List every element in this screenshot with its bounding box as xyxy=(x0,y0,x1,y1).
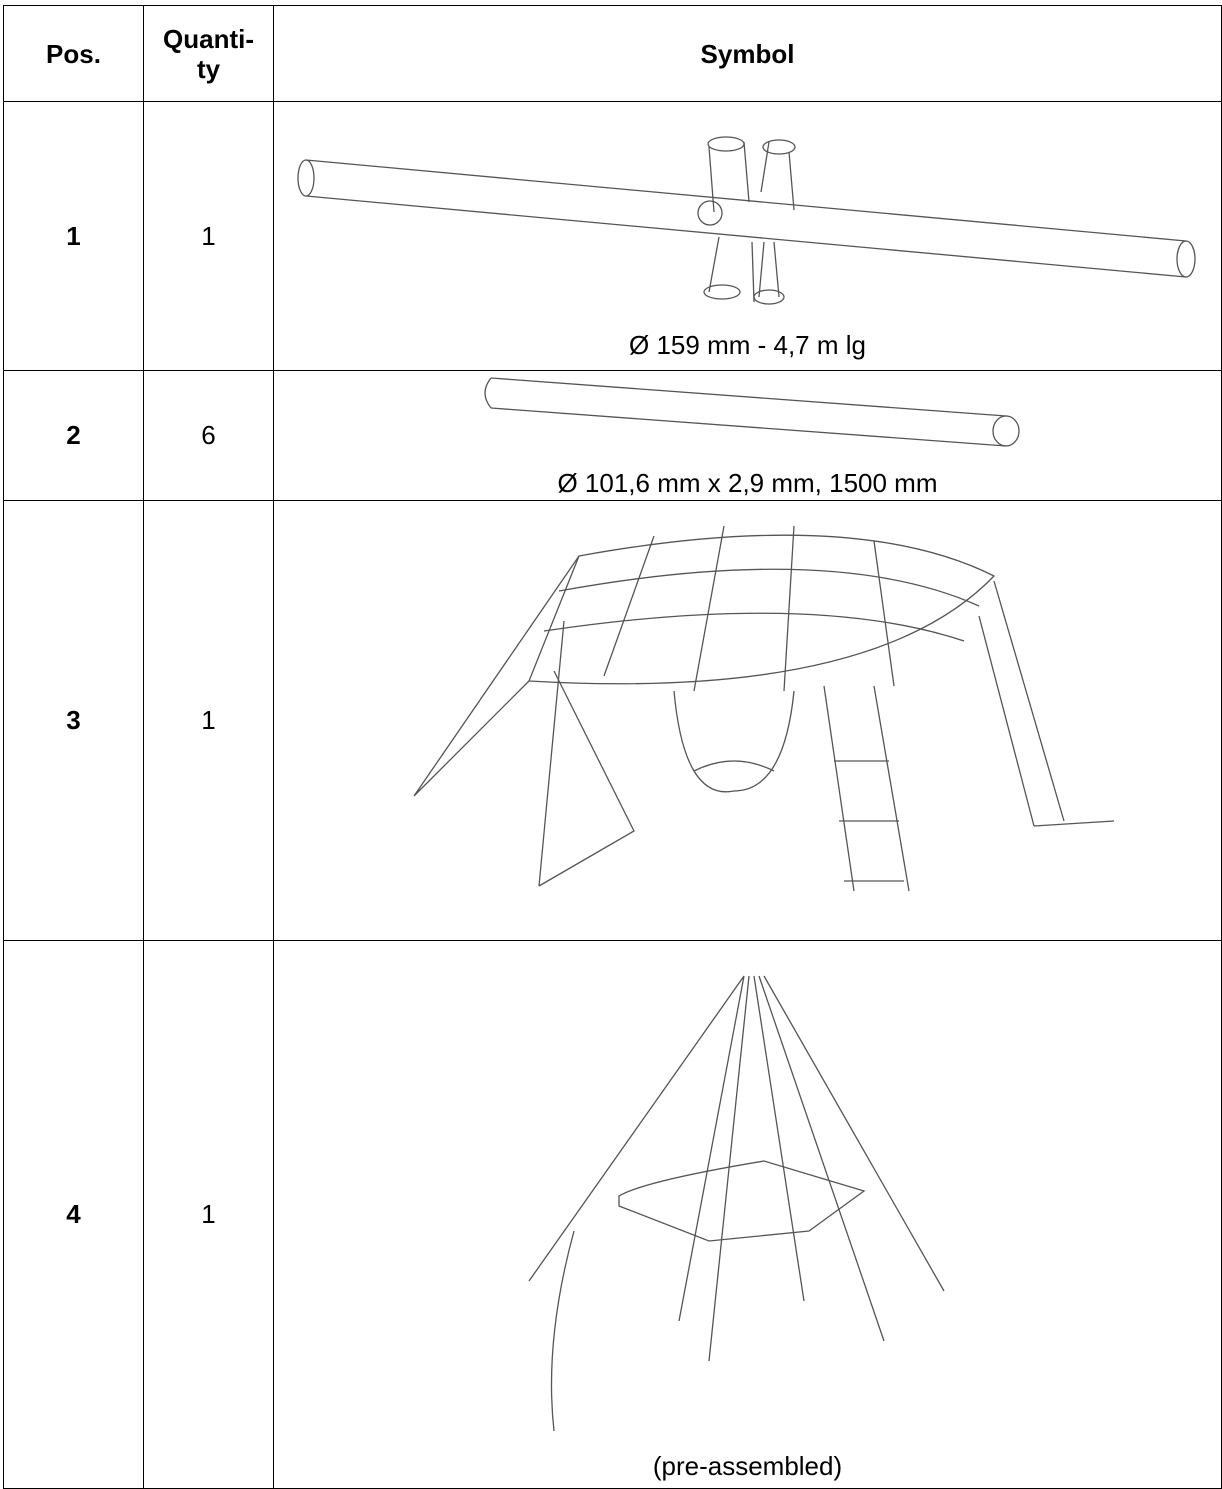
row: 4 1 (pre-assembled) xyxy=(3,940,1222,1489)
symbol-cell: Ø 101,6 mm x 2,9 mm, 1500 mm xyxy=(273,370,1222,501)
header-cell: Quanti- ty xyxy=(143,5,274,102)
header-cell: Symbol xyxy=(273,5,1222,102)
row: 2 6 Ø 101,6 mm x 2,9 mm, 1500 mm xyxy=(3,370,1222,501)
pipe-drawing xyxy=(297,136,1196,305)
caption: (pre-assembled) xyxy=(652,1451,843,1481)
quantity-cell: 1 xyxy=(143,500,274,941)
header-cell: Pos. xyxy=(3,5,144,102)
pos-cell: 2 xyxy=(3,370,144,501)
row: 1 1 Ø 159 mm - 4,7 m lg xyxy=(3,101,1222,371)
parts-table: Pos. Quanti- ty Symbol 1 1 Ø 159 mm - 4,… xyxy=(3,5,1222,1489)
quantity-cell: 1 xyxy=(143,940,274,1489)
tube-drawing xyxy=(484,377,1020,447)
symbol-cell: (pre-assembled) xyxy=(273,940,1222,1489)
caption: Ø 159 mm - 4,7 m lg xyxy=(629,330,866,360)
row: 3 1 xyxy=(3,500,1222,941)
cone-net-drawing xyxy=(528,975,945,1432)
header-row: Pos. Quanti- ty Symbol xyxy=(3,5,1222,102)
symbol-cell: Ø 159 mm - 4,7 m lg xyxy=(273,101,1222,371)
pos-cell: 1 xyxy=(3,101,144,371)
quantity-cell: 6 xyxy=(143,370,274,501)
pos-cell: 3 xyxy=(3,500,144,941)
pos-cell: 4 xyxy=(3,940,144,1489)
caption: Ø 101,6 mm x 2,9 mm, 1500 mm xyxy=(557,468,938,498)
net-drawing xyxy=(413,525,1115,892)
symbol-cell xyxy=(273,500,1222,941)
quantity-cell: 1 xyxy=(143,101,274,371)
